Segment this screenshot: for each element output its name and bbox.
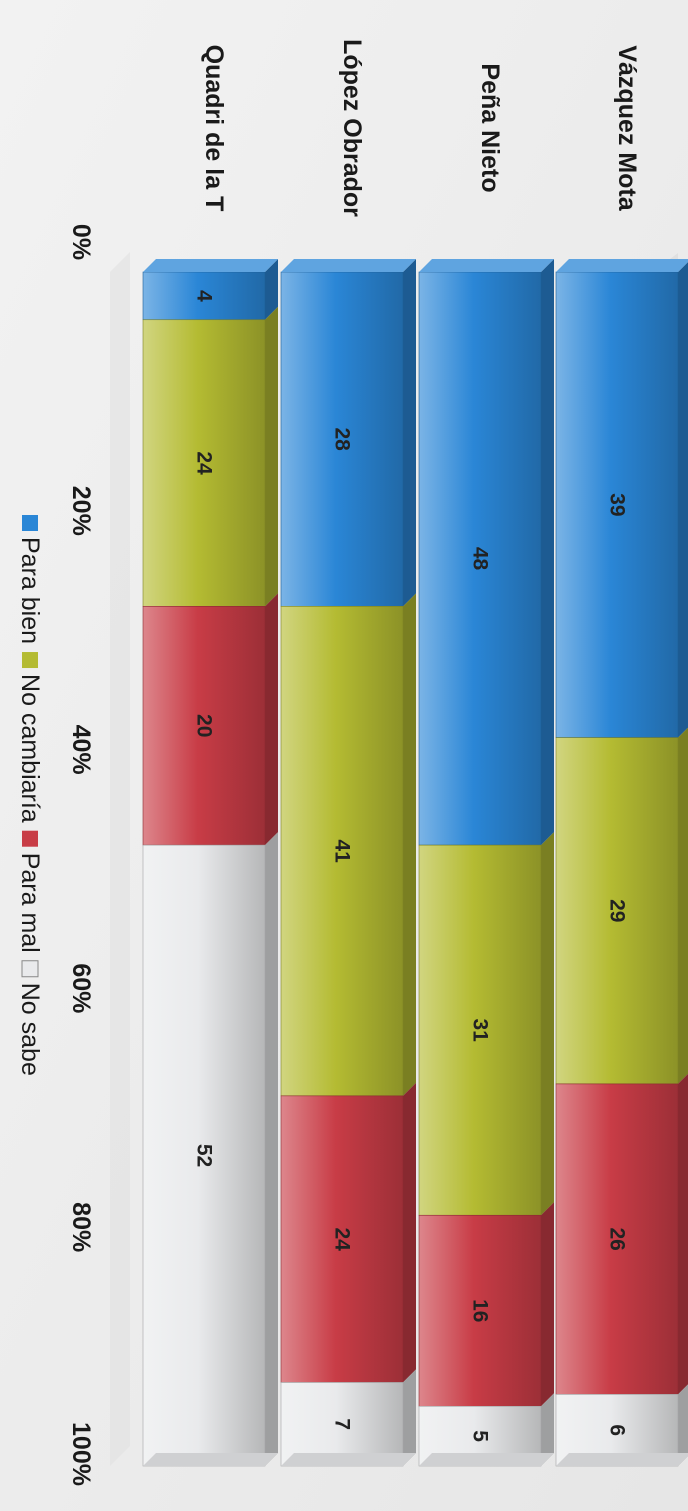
data-label: 4 xyxy=(193,290,216,302)
bar-1 xyxy=(418,259,554,1467)
category-label: Peña Nieto xyxy=(476,63,504,192)
legend-swatch-no-sabe xyxy=(21,960,39,978)
bar-side-para-mal-0 xyxy=(678,1073,688,1395)
legend-swatch-para-mal xyxy=(22,830,38,847)
bar-end-cap-2 xyxy=(281,1453,416,1466)
bar-segment-no-sabe-3 xyxy=(142,844,266,1467)
bar-cap-1 xyxy=(419,259,554,272)
bar-side-para-mal-3 xyxy=(265,593,278,846)
bar-cap-0 xyxy=(556,259,688,272)
data-label: 31 xyxy=(469,1019,492,1043)
data-label: 24 xyxy=(193,451,216,475)
chart-floor xyxy=(110,252,130,1466)
data-label: 20 xyxy=(193,714,216,737)
bar-side-no-cambiaria-0 xyxy=(678,727,688,1084)
legend-label-no-cambiaria: No cambiaría xyxy=(16,674,44,823)
bar-cap-3 xyxy=(143,259,278,272)
bar-segment-para-mal-0 xyxy=(555,1083,679,1395)
data-label: 29 xyxy=(606,899,629,922)
bar-side-para-bien-3 xyxy=(265,259,278,320)
axis-tick-label: 20% xyxy=(67,486,95,536)
legend: Para bien No cambiaría Para mal No sabe xyxy=(16,515,44,1076)
data-label: 5 xyxy=(469,1430,492,1442)
category-label: López Obrador xyxy=(338,39,366,217)
bar-segment-para-bien-2 xyxy=(280,271,404,607)
bar-segment-para-mal-1 xyxy=(418,1214,542,1407)
bar-segment-no-cambiaria-3 xyxy=(142,319,266,607)
data-label: 28 xyxy=(331,427,354,451)
bar-side-para-bien-1 xyxy=(541,259,554,846)
legend-label-para-bien: Para bien xyxy=(16,537,44,644)
bar-segment-para-mal-2 xyxy=(280,1095,404,1383)
bar-side-no-cambiaria-2 xyxy=(403,593,416,1096)
axis-tick-label: 60% xyxy=(67,963,95,1013)
bar-0 xyxy=(555,259,688,1467)
bar-3 xyxy=(142,259,278,1467)
bar-2 xyxy=(280,259,416,1467)
bar-end-cap-3 xyxy=(143,1453,278,1466)
bar-side-no-sabe-1 xyxy=(541,1393,554,1466)
bar-side-para-mal-1 xyxy=(541,1202,554,1407)
axis-tick-label: 80% xyxy=(67,1202,95,1252)
bar-end-cap-0 xyxy=(556,1453,688,1466)
legend-swatch-para-bien xyxy=(22,515,38,531)
data-label: 26 xyxy=(606,1227,629,1250)
bar-end-cap-1 xyxy=(419,1453,554,1466)
data-label: 7 xyxy=(331,1418,354,1430)
data-label: 41 xyxy=(331,839,354,863)
bar-side-para-bien-2 xyxy=(403,259,416,607)
bar-side-no-cambiaria-3 xyxy=(265,306,278,607)
bar-segment-para-bien-3 xyxy=(142,271,266,321)
data-label: 6 xyxy=(606,1424,629,1436)
bar-segment-para-bien-1 xyxy=(418,271,542,846)
legend-label-no-sabe: No sabe xyxy=(16,983,44,1076)
data-label: 52 xyxy=(193,1144,216,1167)
bar-segment-no-cambiaria-2 xyxy=(280,606,404,1097)
data-label: 24 xyxy=(331,1227,354,1251)
bar-side-no-cambiaria-1 xyxy=(541,832,554,1216)
bar-side-no-sabe-2 xyxy=(403,1369,416,1466)
data-label: 16 xyxy=(469,1299,492,1322)
data-label: 48 xyxy=(469,547,492,571)
bar-segment-no-cambiaria-1 xyxy=(418,844,542,1216)
bar-segment-para-mal-3 xyxy=(142,606,266,846)
bar-segment-no-cambiaria-0 xyxy=(555,737,679,1085)
axis-tick-label: 0% xyxy=(67,224,95,260)
data-label: 39 xyxy=(606,493,629,516)
axis-tick-label: 40% xyxy=(67,725,95,775)
category-label: Quadri de la T xyxy=(200,45,228,212)
bar-segment-no-sabe-2 xyxy=(280,1382,404,1467)
legend-label-para-mal: Para mal xyxy=(16,853,44,953)
bar-side-no-sabe-3 xyxy=(265,832,278,1466)
legend-swatch-no-cambiaria xyxy=(22,652,38,669)
bar-side-para-mal-2 xyxy=(403,1082,416,1383)
bar-side-para-bien-0 xyxy=(678,262,688,738)
bar-cap-2 xyxy=(281,259,416,272)
bar-side-no-sabe-0 xyxy=(678,1384,688,1466)
bar-segment-para-bien-0 xyxy=(555,271,679,738)
category-label: Vázquez Mota xyxy=(613,45,641,211)
axis-tick-label: 100% xyxy=(67,1422,95,1486)
